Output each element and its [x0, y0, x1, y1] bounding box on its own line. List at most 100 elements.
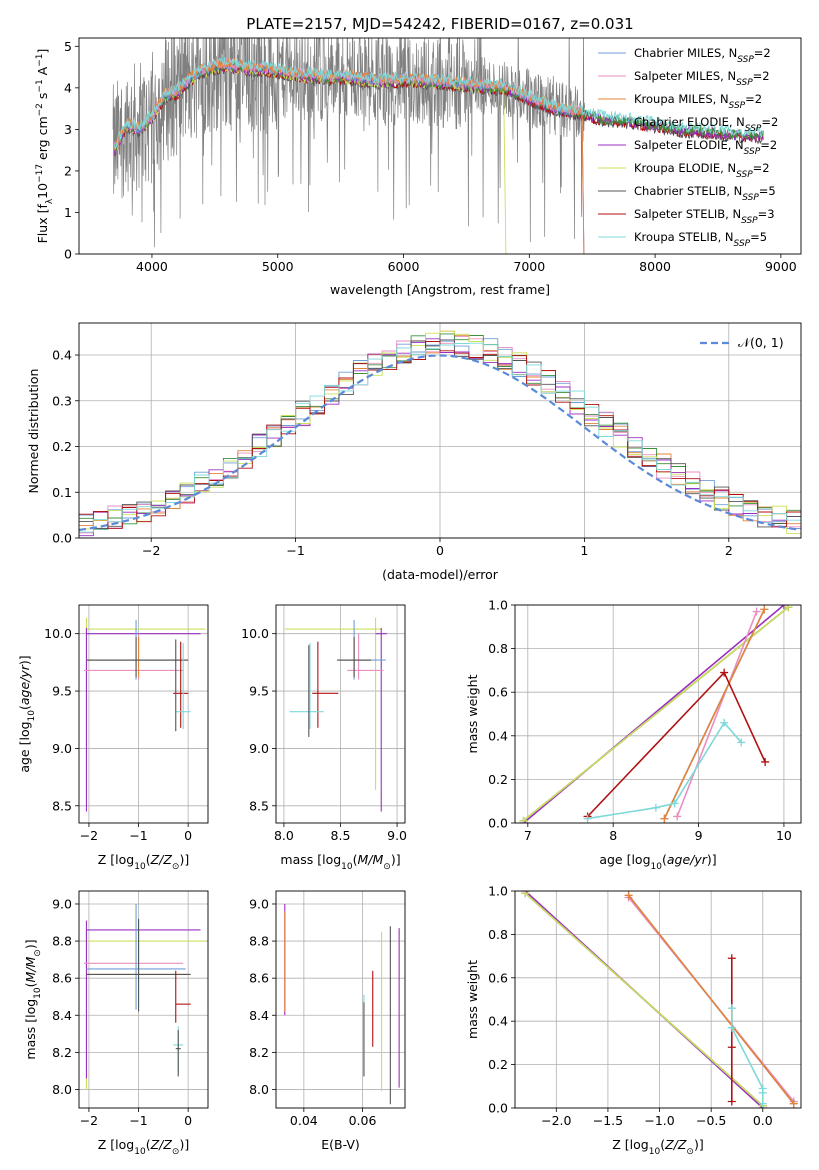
- x-tick-label: 2: [725, 543, 733, 558]
- legend-spectrum: Chabrier MILES, NSSP=2 Salpeter MILES, NS…: [598, 46, 778, 249]
- hist-kroupa_stelib: [79, 342, 801, 533]
- x-tick-label: 0: [184, 1113, 192, 1128]
- plot-area-mw_vs_Z: [521, 891, 798, 1108]
- y-tick-label: 0.6: [488, 685, 508, 700]
- x-tick-label: −2: [80, 1113, 98, 1128]
- x-axis-label: age [log10(age/yr)]: [599, 852, 716, 872]
- x-axis-label: E(B-V): [321, 1137, 360, 1152]
- y-tick-label: 0.8: [488, 927, 508, 942]
- x-tick-label: 0.06: [349, 1113, 377, 1128]
- mw-marker: [727, 954, 736, 963]
- y-tick-label: 8.4: [249, 1008, 269, 1023]
- plot-area-hist: [79, 330, 801, 537]
- y-axis-label: age [log10(age/yr)]: [17, 655, 37, 772]
- mw-marker: [758, 1099, 767, 1108]
- y-tick-label: 3: [64, 122, 72, 137]
- y-tick-label: 0.0: [488, 816, 508, 831]
- x-tick-label: 9000: [765, 259, 797, 274]
- legend-entry: 𝒩(0, 1): [738, 335, 784, 350]
- x-tick-label: 9.0: [387, 828, 407, 843]
- mw-marker: [670, 799, 679, 808]
- y-tick-label: 0.4: [488, 728, 508, 743]
- mw-marker: [727, 1004, 736, 1013]
- y-axis-label: Normed distribution: [26, 369, 41, 494]
- y-tick-label: 9.0: [249, 896, 269, 911]
- legend-entry: Chabrier ELODIE, NSSP=2: [634, 115, 778, 134]
- y-tick-label: 8.5: [52, 798, 72, 813]
- x-tick-label: −2: [142, 543, 160, 558]
- x-tick-label: 7: [524, 828, 532, 843]
- mw-marker: [519, 816, 528, 823]
- x-tick-label: 8: [609, 828, 617, 843]
- plot-area-age_vs_mass: [285, 617, 387, 812]
- y-axis-label: Flux [fλ10−17 erg cm−2 s−1 A−1]: [35, 49, 55, 244]
- panel-mw_vs_Z: −2.0 −1.5 −1.0 −0.5 0.0 0.0 0.2 0.4 0.6 0.8 1.0 Z […: [465, 884, 802, 1157]
- mw-marker: [760, 605, 769, 614]
- y-tick-label: 8.2: [249, 1045, 269, 1060]
- plot-area-spectrum: [112, 38, 764, 254]
- mw-marker: [720, 668, 729, 677]
- observed-spectrum: [112, 38, 586, 248]
- y-tick-label: 0.0: [52, 531, 72, 546]
- axes-frame: [514, 604, 802, 824]
- plot-area-mw_vs_age: [519, 605, 793, 823]
- y-tick-label: 8.2: [52, 1045, 72, 1060]
- mw-marker: [720, 718, 729, 727]
- y-tick-label: 9.0: [52, 896, 72, 911]
- x-tick-label: −1.0: [644, 1113, 674, 1128]
- x-tick-label: 1: [580, 543, 588, 558]
- y-tick-label: 0.3: [52, 393, 72, 408]
- y-tick-label: 10.0: [241, 626, 269, 641]
- y-tick-label: 5: [64, 39, 72, 54]
- axes-frame: [78, 37, 802, 255]
- hist-kroupa_elodie: [79, 330, 801, 534]
- y-tick-label: 1.0: [488, 598, 508, 613]
- mw-marker: [660, 814, 669, 823]
- mw-line-kroupa_elodie: [524, 892, 764, 1107]
- y-axis-label: mass weight: [465, 674, 480, 753]
- axes-frame: [275, 604, 406, 824]
- y-tick-label: 0.6: [488, 970, 508, 985]
- x-tick-label: 8.0: [274, 828, 294, 843]
- panel-mass_vs_Z: −2 −1 0 8.0 8.2 8.4 8.6 8.8 9.0 Z [log10(Z/Z⊙)] ma…: [23, 890, 209, 1157]
- normal-curve: [79, 354, 799, 532]
- mw-line-kroupa_stelib: [587, 721, 742, 820]
- y-tick-label: 8.4: [52, 1008, 72, 1023]
- mw-marker: [758, 1088, 767, 1097]
- y-tick-label: 0: [64, 247, 72, 262]
- y-tick-label: 8.5: [249, 798, 269, 813]
- mw-line-kroupa_miles: [663, 609, 766, 819]
- x-tick-label: 9: [695, 828, 703, 843]
- y-tick-label: 9.5: [249, 684, 269, 699]
- mw-marker: [789, 1099, 798, 1108]
- x-tick-label: 0.0: [753, 1113, 773, 1128]
- y-tick-label: 2: [64, 163, 72, 178]
- y-tick-label: 8.8: [52, 934, 72, 949]
- y-tick-label: 4: [64, 80, 72, 95]
- x-tick-label: 4000: [136, 259, 168, 274]
- y-tick-label: 0.4: [488, 1014, 508, 1029]
- y-tick-label: 9.0: [249, 741, 269, 756]
- mw-marker: [651, 803, 660, 812]
- model-kroupa_stelib: [113, 56, 764, 149]
- x-tick-label: −1.5: [593, 1113, 623, 1128]
- x-tick-label: 10: [776, 828, 792, 843]
- y-tick-label: 1.0: [488, 884, 508, 899]
- mw-marker: [727, 1023, 736, 1032]
- mw-marker: [761, 757, 770, 766]
- x-axis-label: Z [log10(Z/Z⊙)]: [98, 852, 189, 872]
- mw-marker: [779, 605, 788, 609]
- x-tick-label: 0.04: [290, 1113, 318, 1128]
- y-tick-label: 9.0: [52, 741, 72, 756]
- x-tick-label: 6000: [388, 259, 420, 274]
- x-tick-label: 8000: [639, 259, 671, 274]
- x-tick-label: 0: [436, 543, 444, 558]
- axes-frame: [78, 604, 209, 824]
- x-tick-label: 5000: [262, 259, 294, 274]
- figure-title: PLATE=2157, MJD=54242, FIBERID=0167, z=0…: [246, 15, 633, 33]
- axes-frame: [78, 322, 802, 539]
- mw-marker: [737, 738, 746, 747]
- y-tick-label: 0.2: [52, 439, 72, 454]
- y-tick-label: 9.5: [52, 684, 72, 699]
